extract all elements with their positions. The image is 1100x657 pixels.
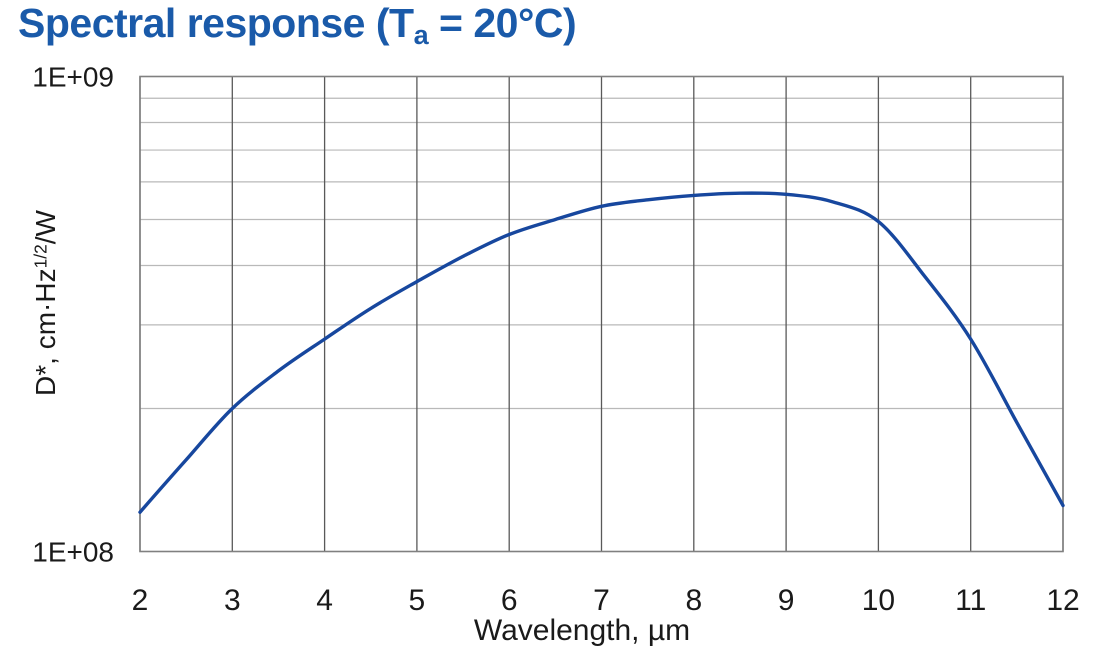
chart-title-suffix: = 20°C) <box>428 0 577 46</box>
chart-title-text: Spectral response (T <box>18 0 414 46</box>
plot-border <box>139 75 1064 553</box>
x-tick-labels: 2 3 4 5 6 7 8 9 10 11 12 <box>132 584 1080 617</box>
x-tick-label: 7 <box>593 584 610 617</box>
y-tick-label: 1E+09 <box>32 62 114 93</box>
y-tick-label: 1E+08 <box>32 537 114 568</box>
y-tick-labels: 1E+08 1E+09 <box>32 62 114 568</box>
x-tick-label: 2 <box>132 584 149 617</box>
x-tick-label: 9 <box>778 584 795 617</box>
x-tick-label: 4 <box>316 584 333 617</box>
vertical-gridlines <box>139 76 1064 552</box>
x-tick-label: 8 <box>685 584 702 617</box>
spectral-response-curve <box>138 191 1065 514</box>
chart-title: Spectral response (Ta = 20°C) <box>18 0 577 51</box>
x-axis-title: Wavelength, µm <box>473 614 691 647</box>
x-tick-label: 12 <box>1046 584 1079 617</box>
x-tick-label: 6 <box>501 584 518 617</box>
chart-title-subscript: a <box>413 20 429 50</box>
x-tick-label: 11 <box>955 584 986 617</box>
x-tick-label: 3 <box>224 584 241 617</box>
x-tick-label: 10 <box>862 584 895 617</box>
x-tick-label: 5 <box>409 584 426 617</box>
